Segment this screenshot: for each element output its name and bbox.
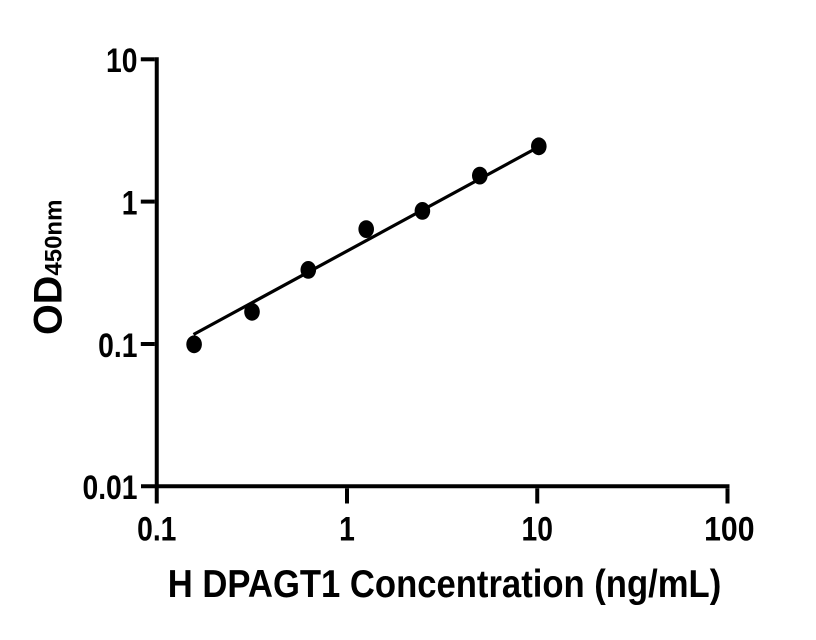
svg-text:0.1: 0.1	[98, 325, 137, 364]
svg-text:10: 10	[522, 509, 553, 548]
svg-text:OD450nm: OD450nm	[27, 200, 71, 335]
svg-text:H DPAGT1 Concentration (ng/mL): H DPAGT1 Concentration (ng/mL)	[168, 562, 721, 605]
svg-text:0.1: 0.1	[137, 509, 176, 548]
svg-text:0.01: 0.01	[82, 467, 137, 506]
svg-text:1: 1	[339, 509, 355, 548]
svg-text:100: 100	[704, 510, 754, 548]
svg-text:1: 1	[122, 183, 138, 222]
svg-text:10: 10	[106, 40, 137, 79]
